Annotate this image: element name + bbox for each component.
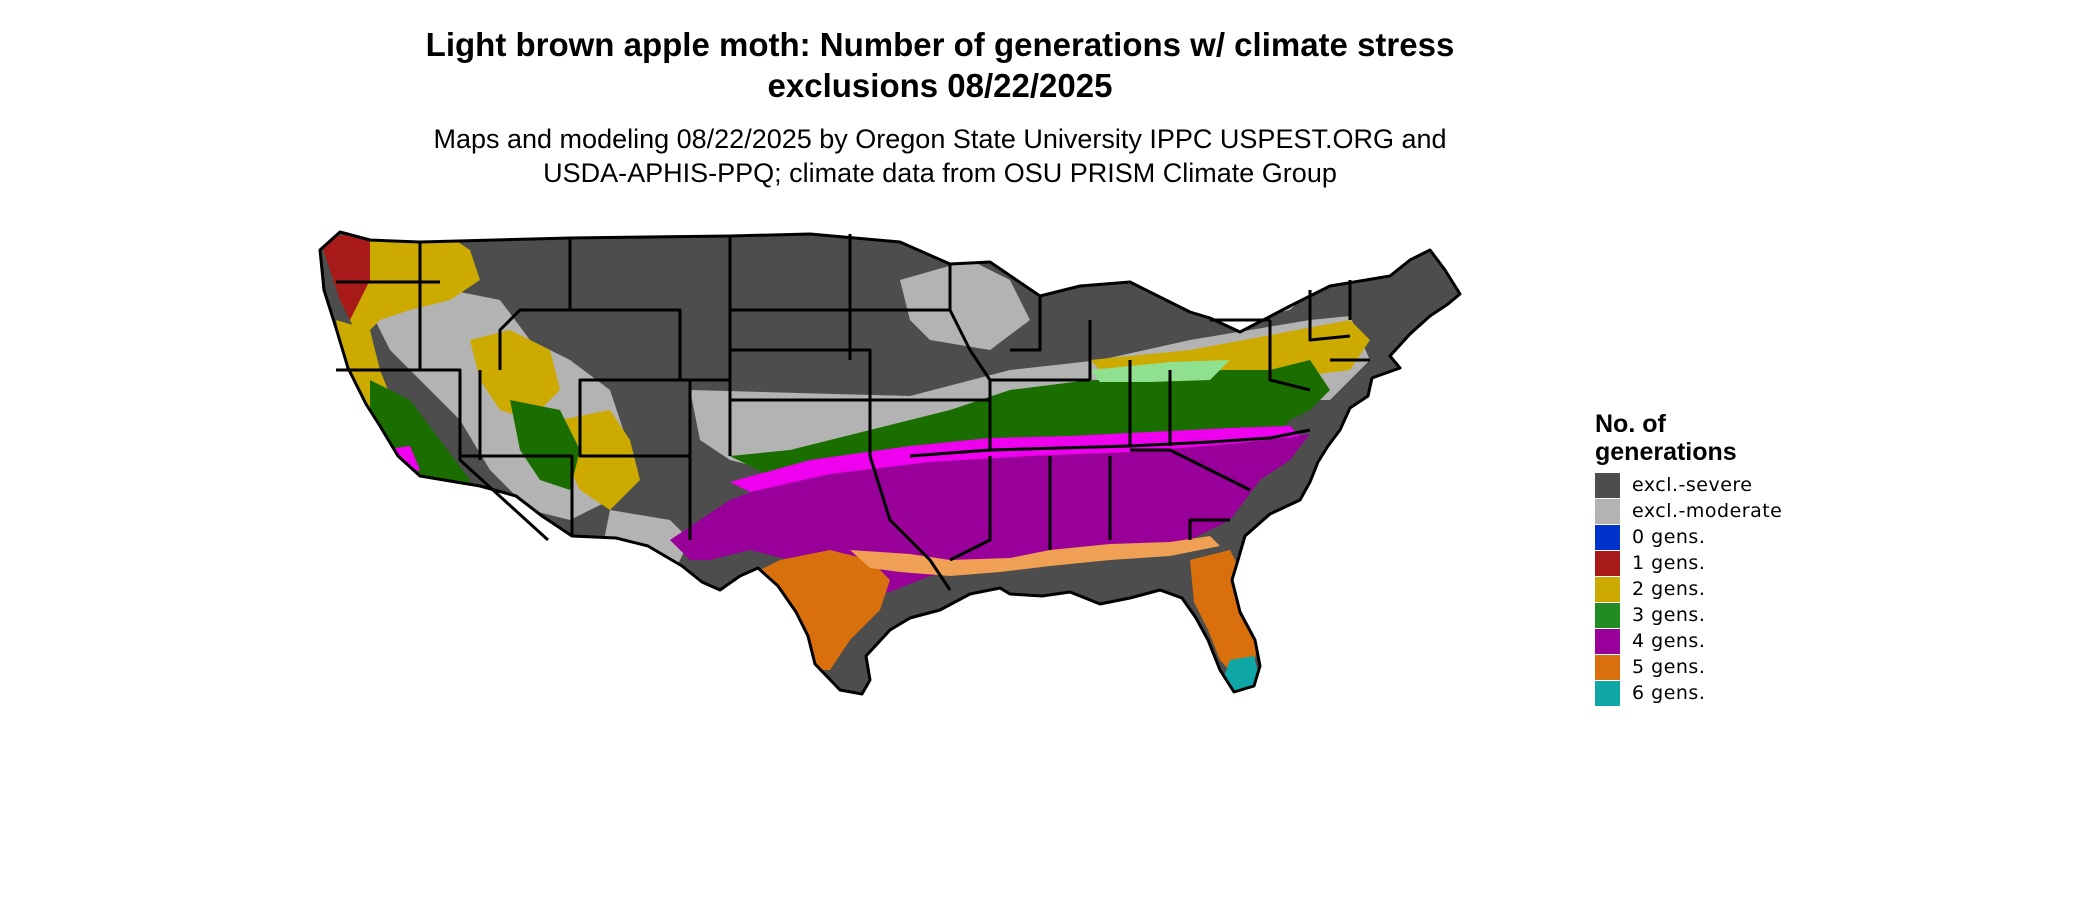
legend-swatch [1595, 654, 1620, 680]
legend-swatch [1595, 472, 1620, 498]
legend-swatch [1595, 602, 1620, 628]
map-fill-regions [320, 232, 1460, 694]
legend-item-excl-moderate: excl.-moderate [1595, 498, 1895, 524]
region-gen3-sw [510, 400, 580, 490]
legend-swatch [1595, 550, 1620, 576]
legend-item-4-gens: 4 gens. [1595, 628, 1895, 654]
region-gen2-interior [470, 330, 560, 420]
region-gen2-pnw [350, 232, 480, 340]
legend-swatch [1595, 628, 1620, 654]
legend-items: excl.-severe excl.-moderate 0 gens. 1 ge… [1595, 472, 1895, 706]
legend-label: 4 gens. [1632, 630, 1706, 652]
subtitle-line-1: Maps and modeling 08/22/2025 by Oregon S… [433, 124, 1447, 154]
region-gen6-florida [1222, 656, 1260, 694]
region-gen2-west-coast [336, 320, 460, 500]
legend-label: 3 gens. [1632, 604, 1706, 626]
legend-swatch [1595, 498, 1620, 524]
legend-label: excl.-severe [1632, 474, 1753, 496]
title-line-2: exclusions 08/22/2025 [767, 67, 1113, 104]
legend-item-excl-severe: excl.-severe [1595, 472, 1895, 498]
legend-title: No. of generations [1595, 410, 1895, 466]
map-subtitle: Maps and modeling 08/22/2025 by Oregon S… [0, 122, 1880, 190]
legend-swatch [1595, 576, 1620, 602]
region-gen3-band [730, 360, 1330, 476]
map-svg [318, 230, 1462, 696]
subtitle-line-2: USDA-APHIS-PPQ; climate data from OSU PR… [543, 158, 1337, 188]
map-title: Light brown apple moth: Number of genera… [0, 24, 1880, 106]
legend: No. of generations excl.-severe excl.-mo… [1595, 410, 1895, 706]
legend-item-6-gens: 6 gens. [1595, 680, 1895, 706]
region-moderate-mi [900, 260, 1030, 350]
legend-label: 5 gens. [1632, 656, 1706, 678]
legend-item-0-gens: 0 gens. [1595, 524, 1895, 550]
legend-item-5-gens: 5 gens. [1595, 654, 1895, 680]
title-line-1: Light brown apple moth: Number of genera… [425, 26, 1455, 63]
legend-item-3-gens: 3 gens. [1595, 602, 1895, 628]
legend-label: excl.-moderate [1632, 500, 1783, 522]
legend-label: 2 gens. [1632, 578, 1706, 600]
legend-swatch [1595, 524, 1620, 550]
us-generations-map [310, 220, 1580, 900]
region-gen4-magenta-edge [730, 426, 1300, 492]
region-gen5-light-gulf [850, 536, 1220, 576]
region-gen5-gulf [740, 550, 890, 670]
state-borders [318, 230, 1462, 696]
region-gen3-light [1090, 360, 1230, 382]
legend-item-2-gens: 2 gens. [1595, 576, 1895, 602]
region-moderate-tx [600, 510, 690, 640]
legend-label: 1 gens. [1632, 552, 1706, 574]
legend-label: 6 gens. [1632, 682, 1706, 704]
legend-swatch [1595, 680, 1620, 706]
legend-title-line-2: generations [1595, 438, 1737, 466]
region-gen3-west [370, 380, 470, 510]
legend-item-1-gens: 1 gens. [1595, 550, 1895, 576]
legend-label: 0 gens. [1632, 526, 1706, 548]
legend-title-line-1: No. of [1595, 410, 1666, 438]
